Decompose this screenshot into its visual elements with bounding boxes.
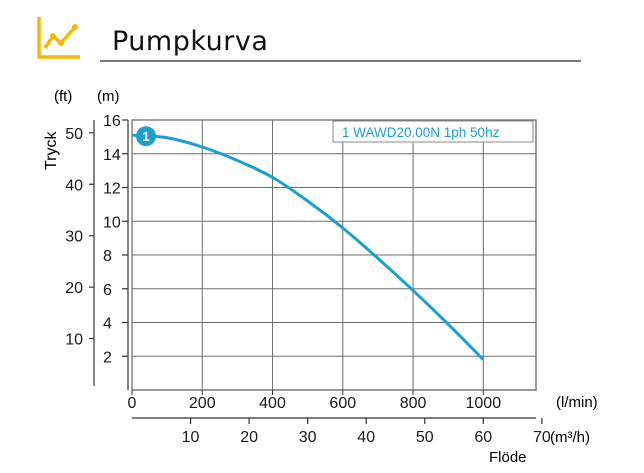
x-tick-label-lmin: 200 [189,395,216,412]
x-tick-label-lmin: 1000 [466,395,502,412]
x-unit-lmin: (l/min) [556,394,598,411]
x-axis-label: Flöde [489,449,527,466]
y-axis-label: Tryck [43,130,60,170]
x-tick-label-m3h: 40 [357,429,375,446]
x-tick-label-m3h: 30 [299,429,317,446]
y-tick-label-ft: 20 [65,280,83,297]
x-tick-label-lmin: 0 [128,395,137,412]
line-chart-icon [36,14,82,60]
y-tick-label-m: 16 [103,113,121,130]
x-unit-m3h: (m³/h) [550,429,590,446]
x-tick-label-m3h: 70 [533,429,551,446]
x-tick-label-lmin: 800 [400,395,427,412]
chart-ticks: 2 4 6 8 10 12 14 16 10 20 30 40 50 0 200 400 600 800 1000 1… [65,113,551,446]
y-tick-label-m: 6 [103,282,112,299]
y-unit-m: (m) [97,88,120,105]
y-tick-label-m: 12 [103,181,121,198]
y-tick-label-ft: 30 [65,229,83,246]
chart-axes [93,120,536,419]
x-tick-label-lmin: 400 [259,395,286,412]
page-title: Pumpkurva [112,26,269,57]
series-marker [136,126,156,147]
x-tick-label-m3h: 10 [182,429,200,446]
title-divider [100,60,581,62]
y-tick-label-m: 14 [103,147,121,164]
series-marker-label: 1 [142,129,149,144]
y-unit-ft: (ft) [54,88,72,105]
x-tick-label-m3h: 50 [416,429,434,446]
x-tick-label-lmin: 600 [329,395,356,412]
y-tick-label-ft: 40 [65,177,83,194]
x-tick-label-m3h: 60 [474,429,492,446]
y-tick-label-m: 8 [103,248,112,265]
chart-grid [131,119,537,391]
legend-entry: 1 WAWD20.00N 1ph 50hz [342,125,500,140]
y-tick-label-ft: 10 [65,332,83,349]
legend: 1 WAWD20.00N 1ph 50hz [332,120,534,143]
y-tick-label-m: 4 [103,316,112,333]
x-tick-label-m3h: 20 [240,429,258,446]
series-line [131,133,485,361]
chart-plot: 1 [131,126,485,361]
y-tick-label-ft: 50 [65,126,83,143]
y-tick-label-m: 10 [103,214,121,231]
y-tick-label-m: 2 [103,349,112,366]
